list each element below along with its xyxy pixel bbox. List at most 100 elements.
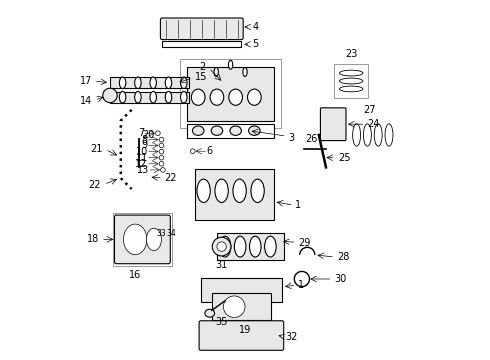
FancyBboxPatch shape	[113, 213, 172, 266]
FancyBboxPatch shape	[217, 233, 284, 260]
Ellipse shape	[135, 77, 141, 89]
Ellipse shape	[180, 91, 187, 103]
Ellipse shape	[150, 91, 156, 103]
Ellipse shape	[211, 126, 222, 135]
Ellipse shape	[159, 138, 164, 142]
Text: 21: 21	[91, 144, 103, 154]
Ellipse shape	[219, 236, 231, 257]
Text: 19: 19	[239, 325, 251, 336]
FancyBboxPatch shape	[334, 64, 368, 98]
Ellipse shape	[103, 88, 117, 103]
Ellipse shape	[165, 91, 172, 103]
Text: 6: 6	[206, 146, 213, 156]
FancyBboxPatch shape	[110, 77, 189, 88]
Ellipse shape	[385, 124, 393, 146]
Text: 33: 33	[156, 230, 166, 239]
Ellipse shape	[265, 236, 276, 257]
Ellipse shape	[147, 228, 162, 251]
FancyBboxPatch shape	[110, 92, 189, 103]
Ellipse shape	[180, 77, 187, 89]
Ellipse shape	[228, 60, 233, 69]
Text: 29: 29	[298, 238, 311, 248]
Ellipse shape	[248, 126, 260, 135]
Ellipse shape	[374, 124, 382, 146]
Ellipse shape	[214, 68, 219, 77]
FancyBboxPatch shape	[187, 67, 274, 121]
Ellipse shape	[205, 309, 215, 317]
Ellipse shape	[165, 77, 172, 89]
Text: 32: 32	[285, 332, 298, 342]
Ellipse shape	[192, 89, 205, 105]
FancyBboxPatch shape	[199, 321, 284, 350]
FancyBboxPatch shape	[195, 169, 274, 220]
Ellipse shape	[212, 237, 231, 256]
FancyBboxPatch shape	[180, 59, 281, 128]
Text: 30: 30	[334, 274, 346, 284]
Text: 25: 25	[338, 153, 350, 163]
Ellipse shape	[150, 77, 156, 89]
Text: 1: 1	[295, 200, 301, 210]
Ellipse shape	[249, 236, 261, 257]
Text: 16: 16	[129, 270, 141, 280]
Ellipse shape	[120, 91, 126, 103]
Text: 31: 31	[216, 260, 228, 270]
FancyBboxPatch shape	[201, 278, 282, 302]
Text: 22: 22	[164, 173, 176, 183]
Ellipse shape	[229, 89, 243, 105]
FancyBboxPatch shape	[115, 215, 171, 264]
Ellipse shape	[193, 126, 204, 135]
Ellipse shape	[234, 236, 246, 257]
FancyBboxPatch shape	[212, 293, 271, 320]
Ellipse shape	[191, 149, 195, 154]
Text: 20: 20	[143, 130, 155, 140]
Ellipse shape	[159, 149, 164, 154]
Text: 5: 5	[252, 39, 258, 49]
Text: 4: 4	[252, 22, 258, 32]
Ellipse shape	[217, 242, 226, 251]
Ellipse shape	[120, 77, 126, 89]
Text: 10: 10	[136, 147, 148, 157]
Text: 23: 23	[345, 49, 357, 59]
Ellipse shape	[223, 296, 245, 318]
Ellipse shape	[247, 89, 261, 105]
Text: 35: 35	[216, 317, 228, 327]
Text: 18: 18	[87, 234, 99, 244]
Text: 28: 28	[337, 252, 349, 262]
Text: 8: 8	[142, 135, 148, 145]
FancyBboxPatch shape	[320, 108, 346, 140]
Text: 1: 1	[298, 280, 304, 291]
Ellipse shape	[364, 124, 371, 146]
Ellipse shape	[155, 131, 160, 136]
Ellipse shape	[197, 179, 210, 202]
Ellipse shape	[353, 124, 361, 146]
Ellipse shape	[233, 179, 246, 202]
Ellipse shape	[230, 126, 242, 135]
Text: 9: 9	[142, 140, 148, 150]
Text: 3: 3	[288, 133, 294, 143]
Ellipse shape	[243, 68, 247, 77]
Ellipse shape	[123, 224, 147, 255]
FancyBboxPatch shape	[162, 41, 242, 47]
Ellipse shape	[161, 168, 165, 172]
Text: 12: 12	[135, 159, 148, 169]
Ellipse shape	[159, 143, 164, 148]
Text: 2: 2	[199, 62, 205, 72]
Ellipse shape	[210, 89, 224, 105]
Text: 7: 7	[138, 128, 144, 138]
Text: 11: 11	[136, 153, 148, 163]
Text: 22: 22	[89, 180, 101, 190]
Text: 13: 13	[137, 165, 149, 175]
Text: 34: 34	[167, 230, 176, 239]
Text: 27: 27	[363, 105, 375, 115]
Text: 17: 17	[80, 76, 92, 86]
Ellipse shape	[215, 179, 228, 202]
FancyBboxPatch shape	[160, 18, 243, 40]
Text: 14: 14	[80, 96, 92, 106]
Ellipse shape	[159, 161, 164, 166]
Text: 15: 15	[195, 72, 207, 82]
Text: 24: 24	[368, 119, 380, 129]
Text: 26: 26	[305, 134, 318, 144]
FancyBboxPatch shape	[187, 124, 274, 138]
Ellipse shape	[135, 91, 141, 103]
Ellipse shape	[251, 179, 264, 202]
